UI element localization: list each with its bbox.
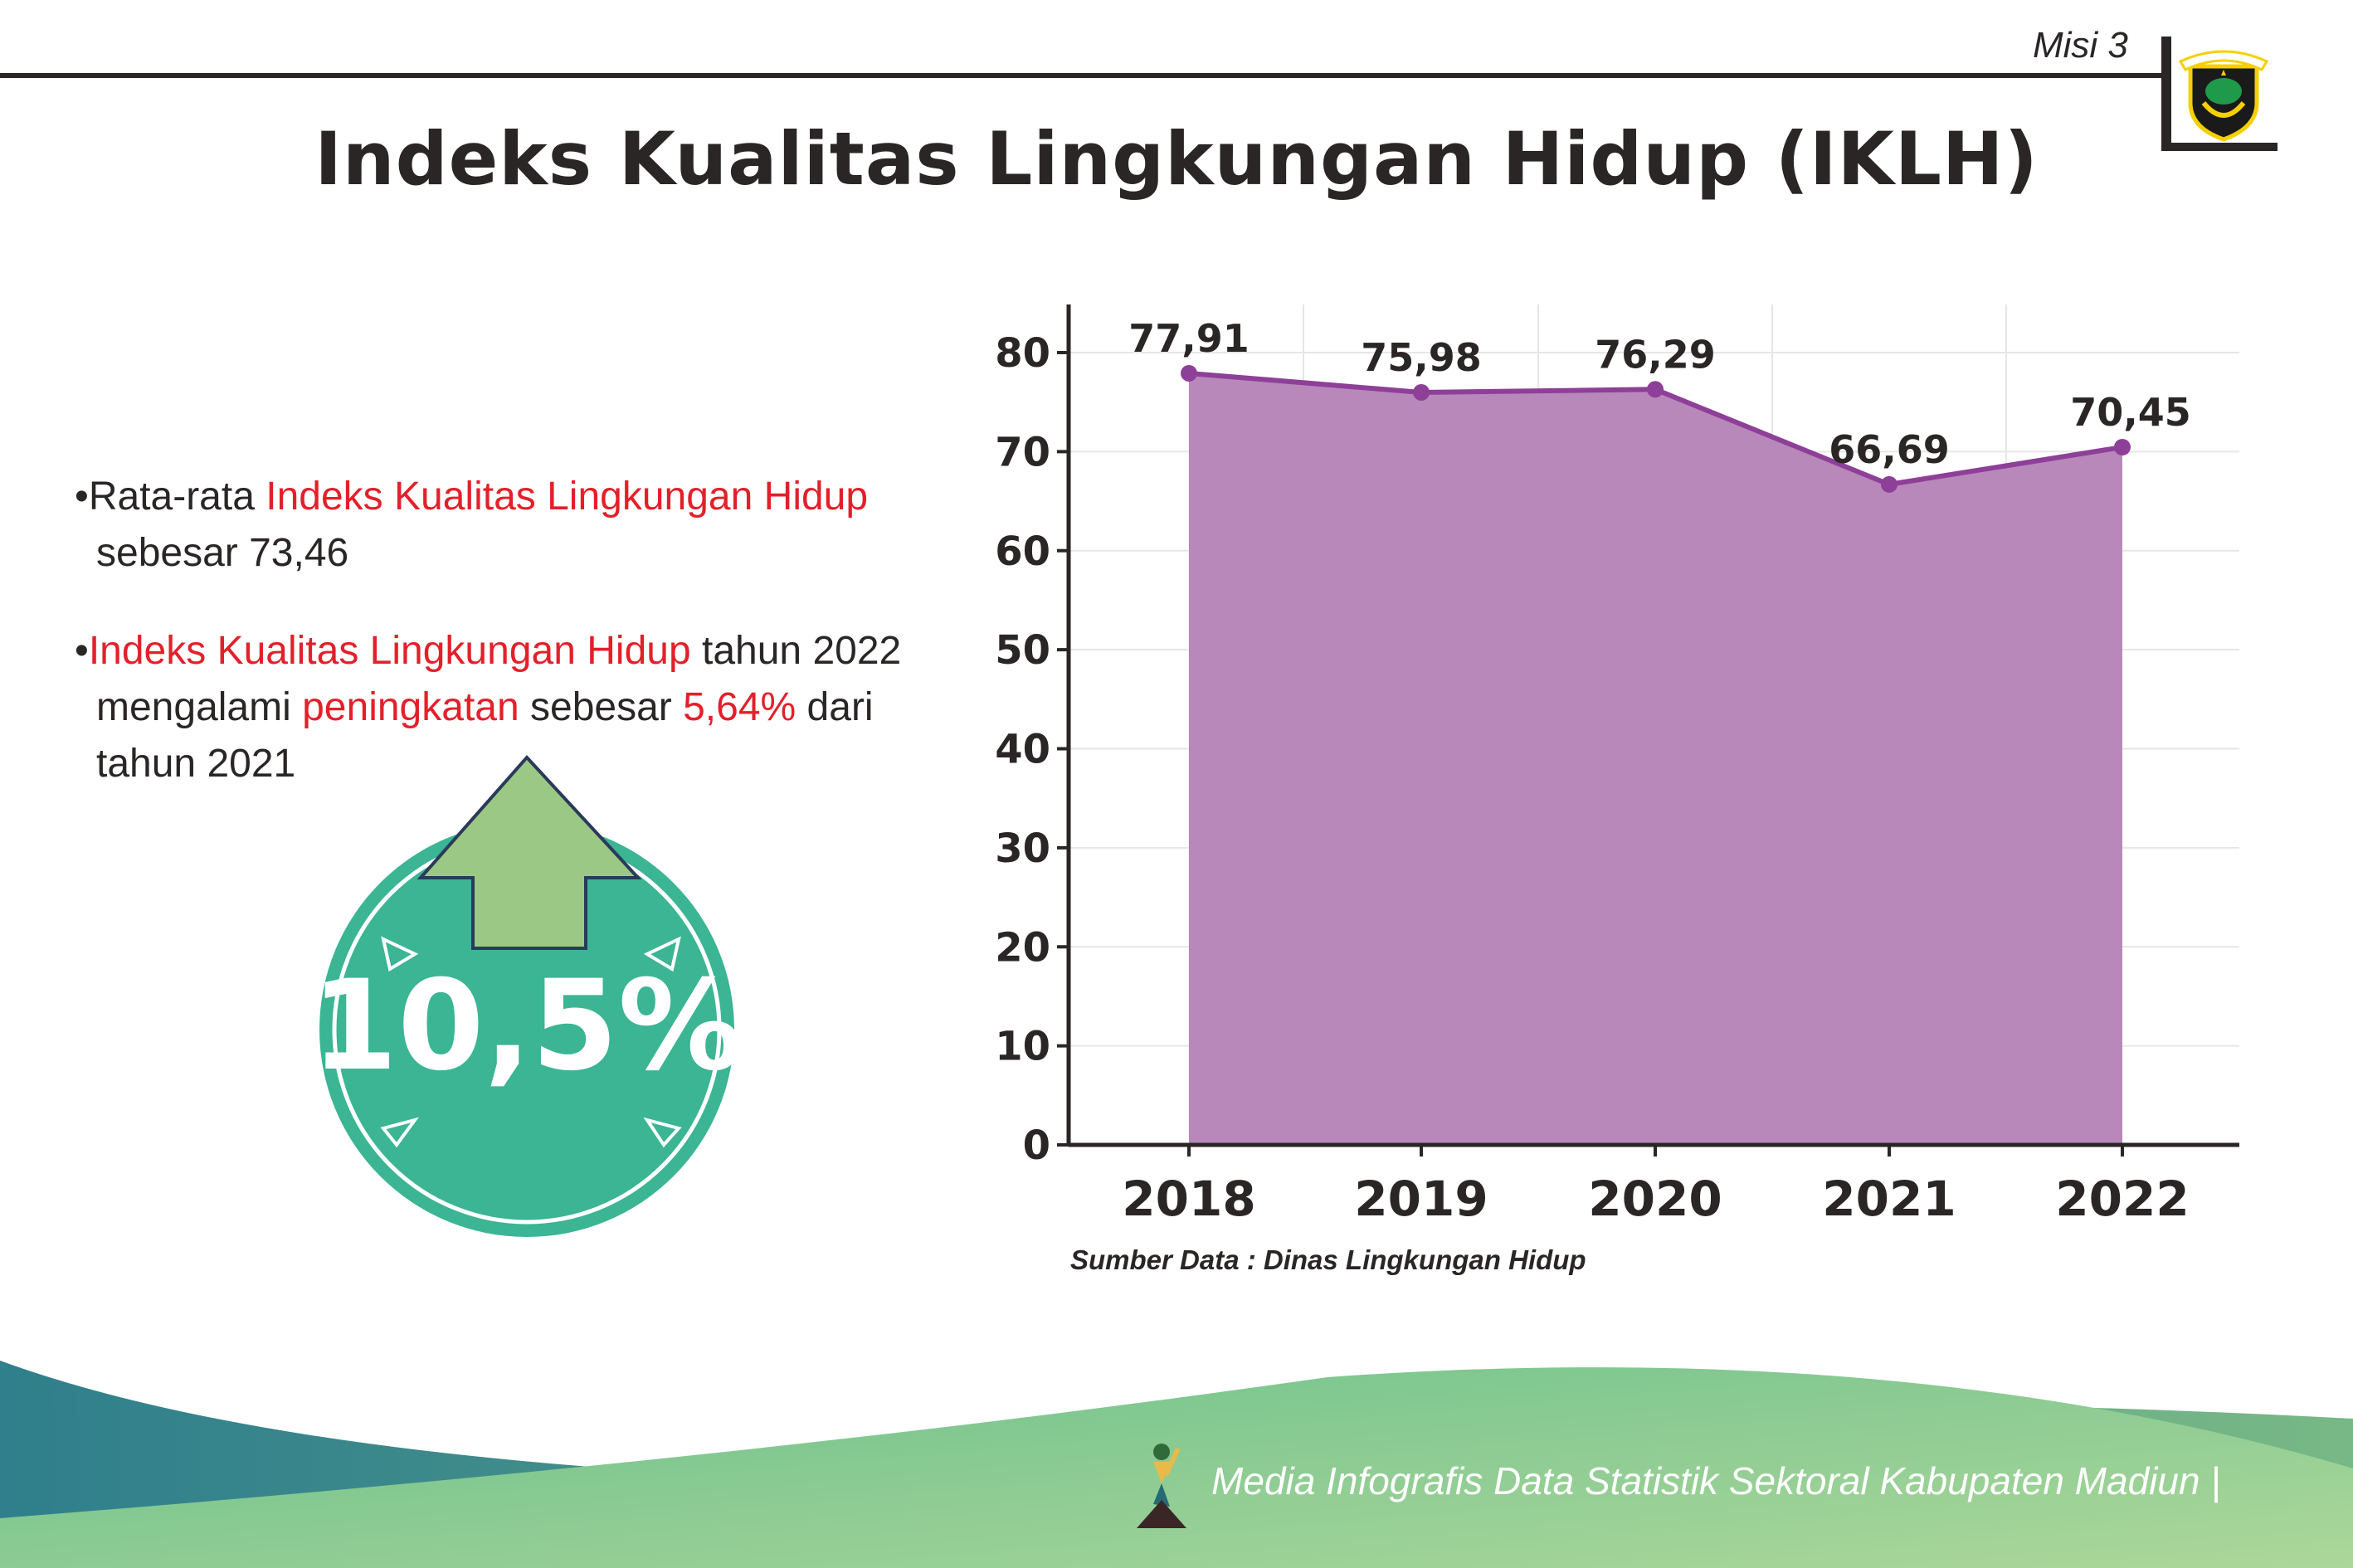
sparkle-icons	[380, 936, 682, 1148]
footer-tagline: Media Infografis Data Statistik Sektoral…	[1211, 1459, 2221, 1502]
highlight-text: peningkatan	[302, 685, 519, 729]
footer-wave	[0, 1361, 2353, 1568]
highlight-text: Indeks Kualitas Lingkungan Hidup	[88, 629, 691, 673]
data-label: 75,98	[1361, 335, 1482, 380]
highlight-text: 5,64%	[683, 685, 797, 729]
data-label: 70,45	[2070, 390, 2191, 435]
y-tick-label: 50	[995, 627, 1050, 674]
y-tick-label: 20	[995, 924, 1050, 971]
text: sebesar	[519, 685, 684, 729]
data-label: 66,69	[1829, 427, 1950, 472]
data-source: Sumber Data : Dinas Lingkungan Hidup	[1070, 1244, 1586, 1275]
bullet-increase: •Indeks Kualitas Lingkungan Hidup tahun …	[75, 629, 902, 786]
data-point	[1881, 475, 1898, 493]
x-tick-label: 2022	[2055, 1171, 2189, 1227]
y-tick-label: 40	[995, 727, 1050, 773]
header-rule	[0, 73, 2161, 78]
y-tick-label: 70	[995, 429, 1050, 475]
header-corner	[2161, 37, 2171, 149]
page-title: Indeks Kualitas Lingkungan Hidup (IKLH)	[314, 116, 2039, 202]
x-tick-label: 2020	[1588, 1171, 1722, 1227]
data-point	[1647, 381, 1664, 398]
y-tick-label: 0	[1023, 1122, 1050, 1169]
text: Rata-rata	[88, 475, 266, 519]
data-point	[2114, 439, 2131, 456]
data-point	[1413, 383, 1430, 401]
y-tick-label: 80	[995, 330, 1050, 377]
data-label: 77,91	[1128, 316, 1250, 361]
text: sebesar 73,46	[96, 531, 349, 575]
bullet-average: •Rata-rata Indeks Kualitas Lingkungan Hi…	[75, 475, 869, 575]
header-corner-bottom	[2161, 143, 2277, 151]
kabupaten-madiun-logo	[2178, 50, 2269, 142]
mission-label: Misi 3	[2033, 25, 2128, 66]
x-tick-label: 2018	[1122, 1171, 1255, 1227]
footer-mascot-icon	[1137, 1444, 1186, 1528]
text: dari tahun 2021	[96, 685, 874, 786]
y-tick-label: 10	[995, 1024, 1050, 1070]
text: tahun 2022 mengalami	[96, 629, 902, 729]
x-tick-label: 2021	[1822, 1171, 1956, 1227]
growth-badge: 10,5%	[311, 755, 743, 1237]
y-tick-label: 30	[995, 825, 1050, 872]
up-arrow-icon	[417, 755, 642, 950]
badge-value: 10,5%	[311, 954, 743, 1098]
bullet-list: •Rata-rata Indeks Kualitas Lingkungan Hi…	[75, 469, 946, 834]
highlight-text: Indeks Kualitas Lingkungan Hidup	[266, 475, 869, 519]
area-fill	[1189, 373, 2122, 1146]
data-label: 76,29	[1595, 332, 1716, 377]
data-point	[1181, 364, 1197, 382]
y-tick-label: 60	[995, 528, 1050, 575]
x-tick-label: 2019	[1354, 1171, 1488, 1227]
